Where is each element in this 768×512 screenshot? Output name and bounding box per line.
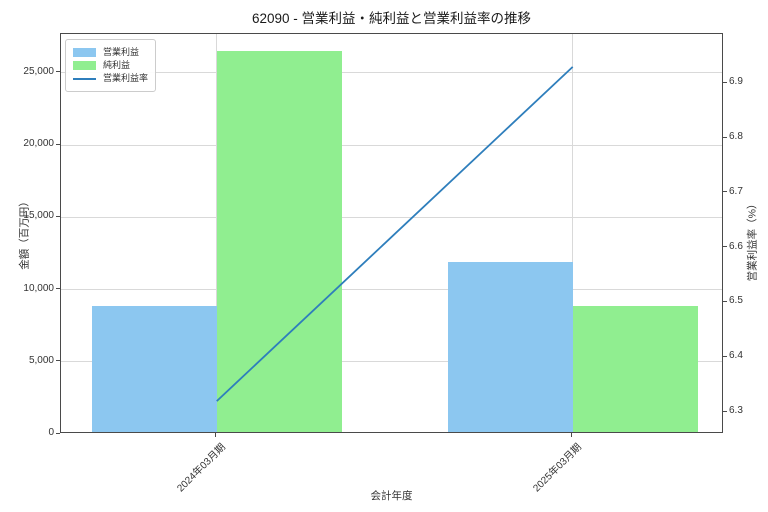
tick-mark bbox=[723, 191, 727, 193]
bar-net-profit bbox=[216, 50, 342, 432]
gridline bbox=[61, 144, 722, 146]
y-tick-label: 6.8 bbox=[729, 131, 743, 143]
bar-operating-profit bbox=[91, 305, 217, 432]
x-tick-label: 2024年03月期 bbox=[175, 441, 229, 495]
y-tick-label: 5,000 bbox=[28, 354, 54, 366]
gridline bbox=[61, 216, 722, 218]
legend-color-swatch bbox=[73, 48, 96, 57]
y-tick-label: 20,000 bbox=[23, 138, 54, 150]
y-tick-label: 6.7 bbox=[729, 185, 743, 197]
legend-item: 純利益 bbox=[73, 60, 148, 71]
legend-item: 営業利益 bbox=[73, 47, 148, 58]
y-tick-label: 15,000 bbox=[23, 210, 54, 222]
tick-mark bbox=[56, 71, 60, 73]
legend: 営業利益純利益営業利益率 bbox=[65, 39, 157, 92]
tick-mark bbox=[723, 300, 727, 302]
legend-line-swatch bbox=[73, 77, 96, 80]
tick-mark bbox=[56, 432, 60, 434]
tick-mark bbox=[571, 433, 573, 437]
chart-title: 62090 - 営業利益・純利益と営業利益率の推移 bbox=[251, 11, 532, 26]
y-tick-label: 25,000 bbox=[23, 65, 54, 77]
y-tick-label: 6.4 bbox=[729, 350, 743, 362]
y-tick-label: 6.3 bbox=[729, 405, 743, 417]
x-axis-label: 会計年度 bbox=[370, 490, 413, 502]
bar-operating-profit bbox=[447, 261, 573, 432]
legend-label: 純利益 bbox=[103, 60, 131, 70]
tick-mark bbox=[723, 355, 727, 357]
tick-mark bbox=[215, 433, 217, 437]
gridline bbox=[61, 72, 722, 74]
tick-mark bbox=[723, 81, 727, 83]
tick-mark bbox=[723, 410, 727, 412]
tick-mark bbox=[723, 246, 727, 248]
y-axis-label-left: 金額（百万円） bbox=[18, 196, 31, 270]
legend-color-swatch bbox=[73, 61, 96, 70]
tick-mark bbox=[723, 136, 727, 138]
tick-mark bbox=[56, 288, 60, 290]
x-tick-label: 2025年03月期 bbox=[531, 441, 585, 495]
bar-net-profit bbox=[572, 305, 698, 432]
tick-mark bbox=[56, 143, 60, 145]
legend-label: 営業利益率 bbox=[103, 73, 149, 83]
y-tick-label: 6.6 bbox=[729, 240, 743, 252]
gridline bbox=[61, 289, 722, 291]
legend-label: 営業利益 bbox=[103, 47, 140, 57]
tick-mark bbox=[56, 215, 60, 217]
tick-mark bbox=[56, 360, 60, 362]
y-tick-label: 0 bbox=[48, 427, 54, 438]
y-tick-label: 6.5 bbox=[729, 295, 743, 307]
plot-area: 営業利益純利益営業利益率 bbox=[60, 33, 723, 433]
y-tick-label: 10,000 bbox=[23, 282, 54, 294]
legend-item: 営業利益率 bbox=[73, 73, 148, 84]
y-tick-label: 6.9 bbox=[729, 76, 743, 88]
